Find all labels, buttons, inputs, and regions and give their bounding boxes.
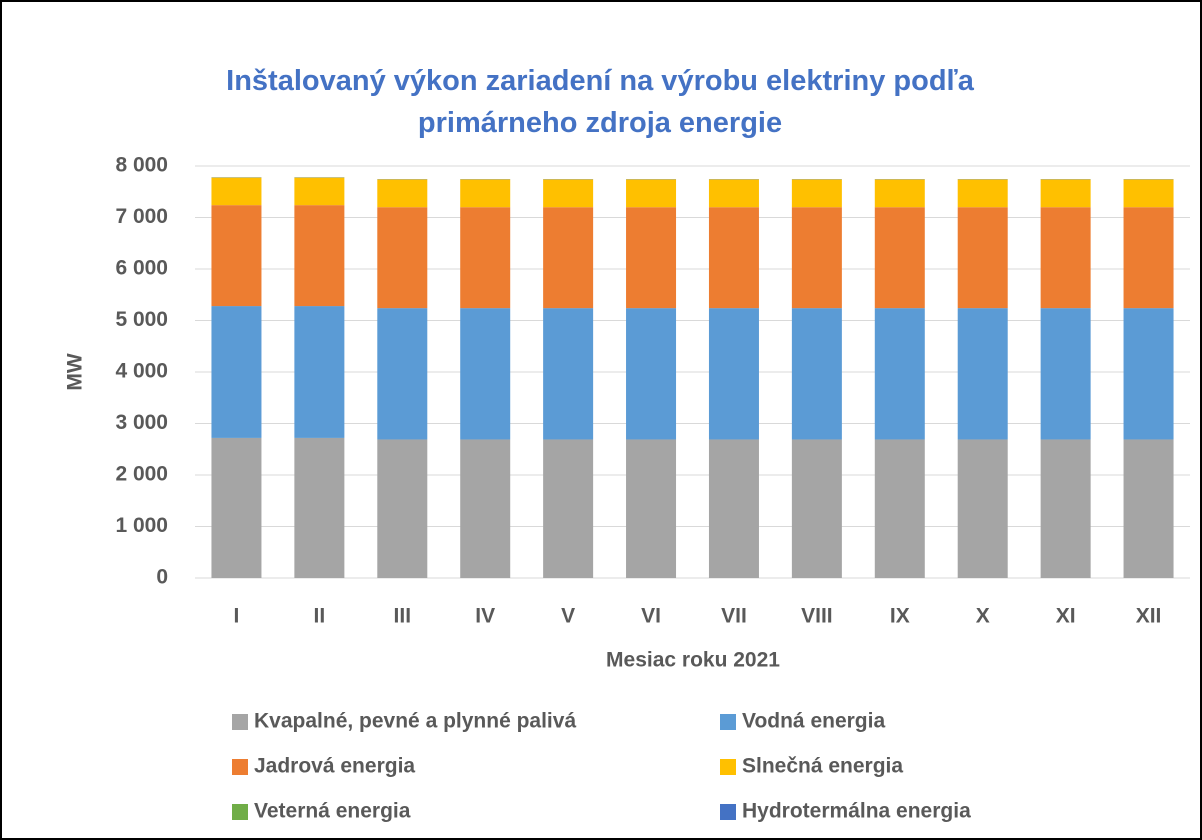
bar-segment bbox=[460, 439, 511, 578]
legend-label: Jadrová energia bbox=[254, 755, 415, 778]
bar-segment bbox=[791, 179, 842, 208]
bar-segment bbox=[377, 179, 428, 208]
bar-segment bbox=[957, 179, 1008, 208]
bar-segment bbox=[874, 207, 925, 309]
y-tick-label: 0 bbox=[156, 566, 168, 589]
x-tick-label: XI bbox=[1056, 605, 1076, 628]
bar-segment bbox=[543, 439, 594, 578]
bar-segment bbox=[377, 439, 428, 578]
bar-segment bbox=[791, 207, 842, 309]
legend-swatch bbox=[720, 759, 736, 775]
bar-segment bbox=[791, 439, 842, 578]
legend-swatch bbox=[232, 759, 248, 775]
legend-swatch bbox=[232, 804, 248, 820]
bar-segment bbox=[957, 207, 1008, 309]
bar-segment bbox=[708, 179, 759, 208]
bar-segment bbox=[626, 308, 677, 440]
x-tick-label: III bbox=[394, 605, 412, 628]
bar-segment bbox=[708, 207, 759, 309]
bar-segment bbox=[1040, 179, 1091, 208]
bar-segment bbox=[294, 177, 345, 206]
bar-segment bbox=[626, 207, 677, 309]
x-tick-label: I bbox=[234, 605, 240, 628]
bar-segment bbox=[708, 308, 759, 440]
y-tick-label: 1 000 bbox=[115, 514, 168, 537]
y-tick-label: 8 000 bbox=[115, 154, 168, 177]
legend-label: Veterná energia bbox=[254, 800, 411, 823]
bar-segment bbox=[1040, 308, 1091, 440]
x-tick-label: VIII bbox=[801, 605, 833, 628]
x-tick-label: VI bbox=[641, 605, 661, 628]
x-tick-label: XII bbox=[1136, 605, 1162, 628]
x-tick-label: X bbox=[976, 605, 990, 628]
legend-label: Slnečná energia bbox=[742, 755, 903, 778]
bar-segment bbox=[211, 177, 262, 206]
bar-segment bbox=[957, 439, 1008, 578]
bar-segment bbox=[1040, 439, 1091, 578]
bar-segment bbox=[708, 439, 759, 578]
x-tick-label: V bbox=[561, 605, 575, 628]
x-axis-label: Mesiac roku 2021 bbox=[606, 649, 780, 672]
bar-segment bbox=[294, 437, 345, 578]
x-tick-label: II bbox=[314, 605, 326, 628]
legend-label: Vodná energia bbox=[742, 710, 885, 733]
bar-segment bbox=[211, 437, 262, 578]
bar-segment bbox=[957, 308, 1008, 440]
bar-segment bbox=[211, 306, 262, 438]
x-tick-label: VII bbox=[721, 605, 747, 628]
y-tick-label: 3 000 bbox=[115, 411, 168, 434]
bar-segment bbox=[211, 205, 262, 307]
y-tick-label: 5 000 bbox=[115, 308, 168, 331]
bar-segment bbox=[1123, 308, 1174, 440]
legend-swatch bbox=[720, 714, 736, 730]
y-tick-label: 2 000 bbox=[115, 463, 168, 486]
bar-segment bbox=[294, 205, 345, 307]
bar-segment bbox=[1123, 439, 1174, 578]
chart-title: Inštalovaný výkon zariadení na výrobu el… bbox=[226, 65, 974, 139]
legend-label: Hydrotermálna energia bbox=[742, 800, 971, 823]
x-tick-label: IV bbox=[475, 605, 495, 628]
legend-swatch bbox=[720, 804, 736, 820]
bar-segment bbox=[626, 179, 677, 208]
bar-segment bbox=[626, 439, 677, 578]
bar-segment bbox=[294, 306, 345, 438]
bar-segment bbox=[874, 308, 925, 440]
y-tick-label: 6 000 bbox=[115, 257, 168, 280]
bar-segment bbox=[377, 308, 428, 440]
y-tick-label: 4 000 bbox=[115, 360, 168, 383]
bar-segment bbox=[377, 207, 428, 309]
bar-segment bbox=[1123, 207, 1174, 309]
bar-segment bbox=[543, 207, 594, 309]
bar-segment bbox=[1123, 179, 1174, 208]
bar-segment bbox=[543, 308, 594, 440]
bar-segment bbox=[1040, 207, 1091, 309]
legend-label: Kvapalné, pevné a plynné palivá bbox=[254, 710, 576, 733]
bar-segment bbox=[874, 439, 925, 578]
bar-segment bbox=[460, 207, 511, 309]
bar-segment bbox=[543, 179, 594, 208]
y-tick-label: 7 000 bbox=[115, 205, 168, 228]
bar-segment bbox=[874, 179, 925, 208]
y-axis-label: MW bbox=[64, 353, 87, 390]
legend-swatch bbox=[232, 714, 248, 730]
bar-segment bbox=[791, 308, 842, 440]
x-tick-label: IX bbox=[890, 605, 910, 628]
bar-segment bbox=[460, 308, 511, 440]
bar-segment bbox=[460, 179, 511, 208]
